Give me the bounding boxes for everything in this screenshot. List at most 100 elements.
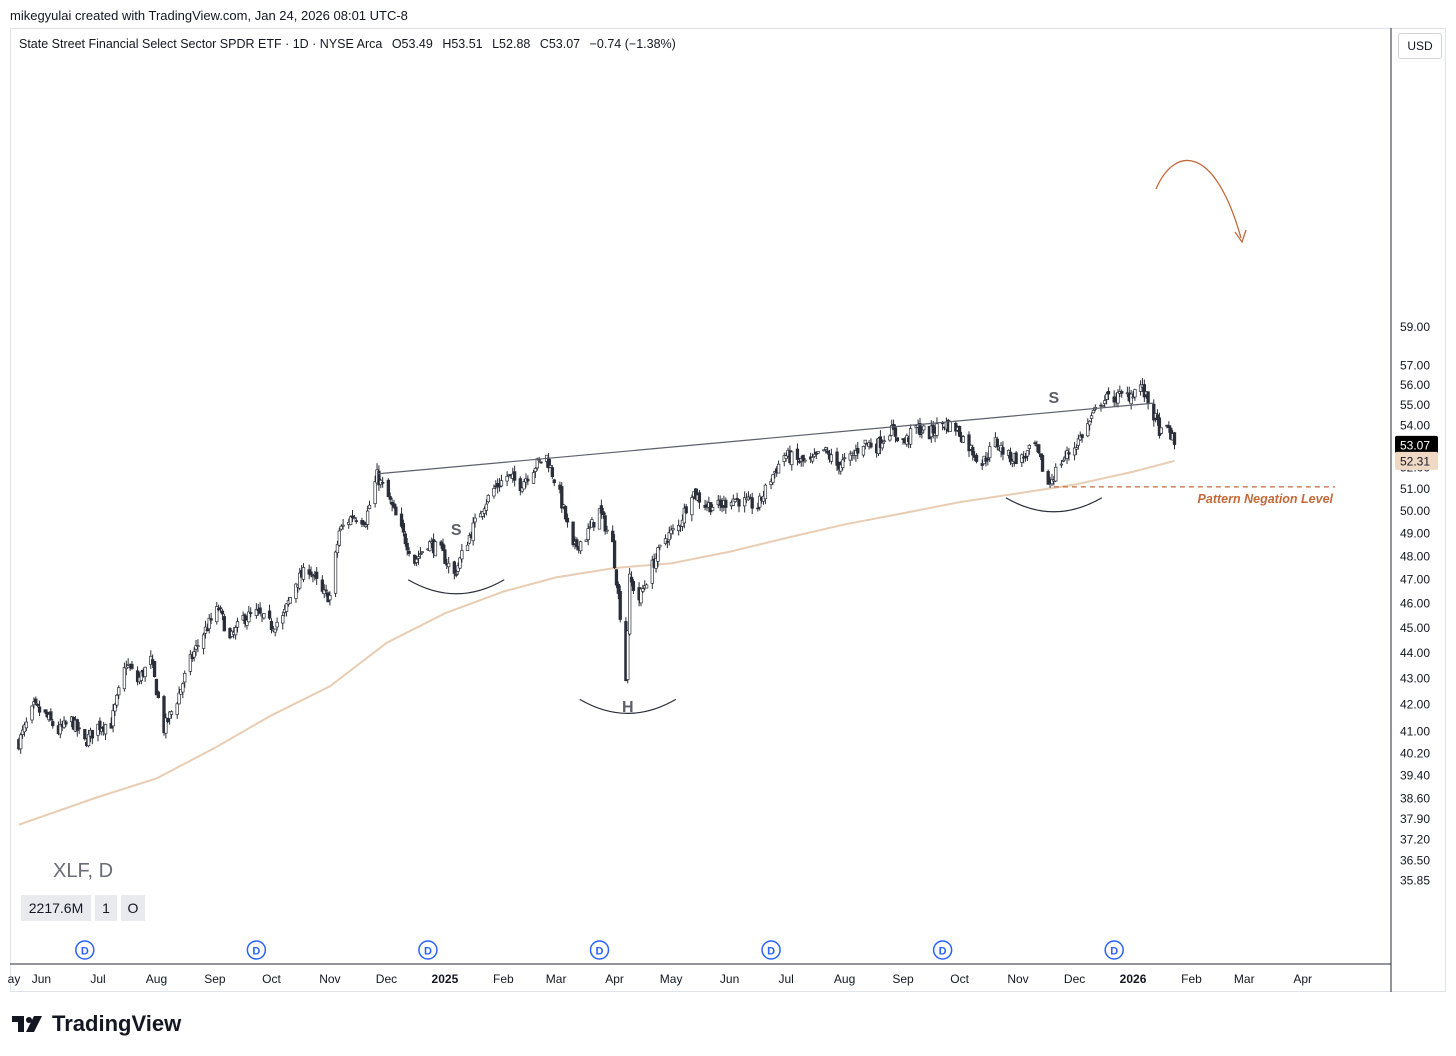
candle — [663, 534, 668, 546]
candle — [222, 613, 226, 632]
candle — [684, 503, 688, 515]
candle — [901, 437, 905, 445]
candle — [801, 454, 805, 467]
open-value: O53.49 — [391, 37, 433, 51]
candle — [20, 725, 25, 739]
low-value: L52.88 — [492, 37, 531, 51]
price-tick-label: 40.20 — [1400, 746, 1430, 760]
candle — [414, 555, 419, 567]
candle — [381, 476, 385, 488]
currency-button[interactable]: USD — [1398, 33, 1442, 59]
dividend-marker[interactable]: D — [1104, 940, 1124, 960]
dividend-marker[interactable]: D — [589, 940, 610, 960]
candle — [460, 543, 464, 563]
moving-average — [18, 459, 1175, 826]
last-price-label: 53.07 — [1400, 438, 1430, 452]
candle — [1080, 433, 1084, 443]
dividend-marker[interactable]: D — [418, 940, 438, 960]
candle — [680, 514, 685, 532]
dividend-marker[interactable]: D — [246, 940, 267, 960]
time-tick-label: Mar — [1234, 972, 1255, 986]
candle — [154, 678, 159, 696]
candle — [631, 579, 636, 595]
candle — [324, 584, 328, 597]
annotations: S H S Pattern Negation Level — [376, 159, 1335, 716]
dividend-marker[interactable]: D — [932, 940, 953, 960]
ma-price-label: 52.31 — [1400, 454, 1430, 468]
candle — [294, 582, 298, 603]
candle — [217, 604, 221, 612]
candle — [233, 625, 238, 640]
candle — [737, 499, 741, 513]
neckline — [376, 402, 1154, 475]
candle — [220, 608, 225, 621]
candle — [130, 660, 134, 670]
candle — [522, 478, 526, 490]
candle — [967, 431, 971, 458]
candle — [37, 700, 42, 716]
dividend-marker[interactable]: D — [75, 940, 95, 960]
time-tick-label: Jul — [778, 972, 793, 986]
time-tick-label: Feb — [1181, 972, 1202, 986]
time-tick-label: Sep — [892, 972, 914, 986]
chart-attribution: mikegyulai created with TradingView.com,… — [10, 8, 408, 23]
candle — [484, 499, 489, 516]
candle — [328, 591, 332, 606]
candle — [1159, 427, 1163, 435]
candle — [335, 540, 340, 558]
candle — [1131, 391, 1135, 399]
candle — [309, 566, 313, 578]
price-tick-label: 48.00 — [1400, 549, 1430, 563]
candle — [441, 538, 445, 551]
candle — [616, 581, 620, 600]
time-tick-label: Jul — [90, 972, 105, 986]
candle — [584, 539, 588, 542]
candle — [601, 507, 605, 519]
tradingview-logo-icon — [12, 1016, 42, 1032]
symbol-label: XLF, D — [53, 860, 114, 882]
candle — [348, 515, 353, 526]
candle — [362, 520, 366, 527]
candle — [1129, 390, 1133, 410]
dividend-marker-label: D — [767, 946, 775, 958]
candle — [399, 507, 404, 529]
candle — [86, 729, 91, 748]
candle — [181, 682, 185, 699]
time-tick-label: Sep — [204, 972, 226, 986]
ohlc-legend: State Street Financial Select Sector SPD… — [19, 37, 682, 51]
candle — [735, 492, 739, 501]
chart-frame — [10, 28, 1446, 992]
dividend-marker[interactable]: D — [761, 940, 781, 960]
candle — [1020, 453, 1024, 467]
candle — [769, 478, 773, 490]
candle — [980, 459, 984, 470]
candle — [19, 732, 23, 754]
candle — [878, 430, 883, 455]
candle — [776, 460, 781, 474]
candle — [724, 497, 728, 514]
candle — [401, 519, 406, 537]
candle — [1089, 412, 1094, 423]
candle — [405, 538, 409, 556]
candle — [1033, 440, 1037, 446]
candle — [518, 476, 522, 496]
candle — [1040, 453, 1045, 472]
candle — [156, 690, 160, 699]
candle — [842, 453, 847, 462]
candle — [1133, 388, 1137, 401]
pattern-label: H — [622, 699, 634, 716]
tradingview-logo[interactable]: TradingView — [12, 1011, 181, 1037]
candle — [578, 540, 583, 555]
candle — [520, 487, 524, 494]
volume-option-box: O — [121, 895, 145, 921]
candle — [392, 499, 396, 509]
candle — [931, 420, 935, 439]
candle — [746, 491, 751, 501]
candle — [36, 703, 40, 708]
candle — [986, 452, 990, 466]
candle — [218, 605, 223, 613]
volume-value-box: 2217.6M — [21, 895, 91, 921]
candle — [626, 630, 630, 684]
